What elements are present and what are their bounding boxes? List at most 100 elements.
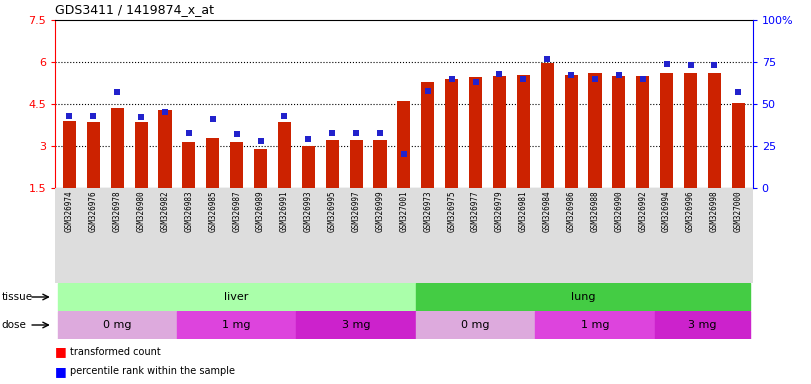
Bar xyxy=(326,141,339,188)
Text: 1 mg: 1 mg xyxy=(222,320,251,330)
Bar xyxy=(254,149,267,188)
Bar xyxy=(58,311,177,339)
Bar xyxy=(612,76,625,188)
Point xyxy=(637,76,650,82)
Text: 1 mg: 1 mg xyxy=(581,320,609,330)
Point xyxy=(397,151,410,157)
Bar xyxy=(732,103,744,188)
Text: GSM326986: GSM326986 xyxy=(567,191,576,232)
Text: GSM326989: GSM326989 xyxy=(256,191,265,232)
Text: GSM326992: GSM326992 xyxy=(638,191,647,232)
Bar xyxy=(87,122,100,188)
Text: GSM326982: GSM326982 xyxy=(161,191,169,232)
Point xyxy=(254,138,267,144)
Bar xyxy=(535,311,654,339)
Point xyxy=(493,71,506,77)
Bar xyxy=(636,76,650,188)
Text: GSM326999: GSM326999 xyxy=(375,191,384,232)
Text: tissue: tissue xyxy=(2,292,32,302)
Text: GSM326987: GSM326987 xyxy=(232,191,241,232)
Bar xyxy=(397,101,410,188)
Point xyxy=(206,116,219,122)
Bar xyxy=(654,311,750,339)
Point xyxy=(302,136,315,142)
Bar xyxy=(373,141,387,188)
Text: liver: liver xyxy=(225,292,249,302)
Bar xyxy=(177,311,296,339)
Text: GSM326993: GSM326993 xyxy=(304,191,313,232)
Text: 0 mg: 0 mg xyxy=(461,320,490,330)
Text: GSM327001: GSM327001 xyxy=(399,191,409,232)
Text: GSM326979: GSM326979 xyxy=(495,191,504,232)
Point xyxy=(660,61,673,67)
Point xyxy=(564,72,577,78)
Point xyxy=(589,76,602,82)
Bar xyxy=(517,74,530,188)
Bar xyxy=(63,121,76,188)
Text: 3 mg: 3 mg xyxy=(342,320,371,330)
Bar xyxy=(541,63,554,188)
Text: GSM326984: GSM326984 xyxy=(543,191,551,232)
Bar xyxy=(182,142,195,188)
Text: GSM326996: GSM326996 xyxy=(686,191,695,232)
Text: dose: dose xyxy=(2,320,27,330)
Text: GSM326990: GSM326990 xyxy=(615,191,624,232)
Point xyxy=(517,76,530,82)
Text: GSM326983: GSM326983 xyxy=(184,191,193,232)
Text: GSM326978: GSM326978 xyxy=(113,191,122,232)
Bar xyxy=(206,137,219,188)
Point xyxy=(63,113,76,119)
Bar xyxy=(302,146,315,188)
Point xyxy=(612,72,625,78)
Bar xyxy=(296,311,416,339)
Point xyxy=(135,114,148,121)
Point xyxy=(469,79,482,85)
Text: GSM326977: GSM326977 xyxy=(471,191,480,232)
Point xyxy=(278,113,291,119)
Text: GSM326973: GSM326973 xyxy=(423,191,432,232)
Bar xyxy=(278,122,291,188)
Point xyxy=(350,129,363,136)
Point xyxy=(111,89,124,95)
Point xyxy=(230,131,243,137)
Text: lung: lung xyxy=(571,292,595,302)
Point xyxy=(732,89,744,95)
Text: percentile rank within the sample: percentile rank within the sample xyxy=(70,366,234,376)
Text: GSM326994: GSM326994 xyxy=(662,191,672,232)
Text: GSM326981: GSM326981 xyxy=(519,191,528,232)
Text: GSM326991: GSM326991 xyxy=(280,191,289,232)
Text: ■: ■ xyxy=(55,365,67,378)
Bar xyxy=(564,74,577,188)
Bar xyxy=(110,108,124,188)
Text: transformed count: transformed count xyxy=(70,347,161,357)
Text: GSM326985: GSM326985 xyxy=(208,191,217,232)
Bar xyxy=(708,73,721,188)
Text: GSM326976: GSM326976 xyxy=(89,191,98,232)
Bar xyxy=(58,283,416,311)
Text: GSM326988: GSM326988 xyxy=(590,191,599,232)
Bar xyxy=(416,311,535,339)
Bar xyxy=(230,142,243,188)
Point xyxy=(182,129,195,136)
Bar xyxy=(158,109,172,188)
Point xyxy=(326,129,339,136)
Bar xyxy=(660,73,673,188)
Text: GSM326975: GSM326975 xyxy=(447,191,456,232)
Point xyxy=(445,76,458,82)
Bar xyxy=(589,73,602,188)
Point xyxy=(87,113,100,119)
Text: 3 mg: 3 mg xyxy=(689,320,717,330)
Bar xyxy=(445,79,458,188)
Bar xyxy=(350,141,363,188)
Text: GSM326974: GSM326974 xyxy=(65,191,74,232)
Point xyxy=(421,88,434,94)
Text: 0 mg: 0 mg xyxy=(103,320,131,330)
Point xyxy=(158,109,171,116)
Point xyxy=(708,62,721,68)
Bar xyxy=(469,78,482,188)
Bar xyxy=(416,283,750,311)
Text: GSM326998: GSM326998 xyxy=(710,191,719,232)
Bar xyxy=(135,122,148,188)
Text: GSM326995: GSM326995 xyxy=(328,191,337,232)
Bar xyxy=(421,82,435,188)
